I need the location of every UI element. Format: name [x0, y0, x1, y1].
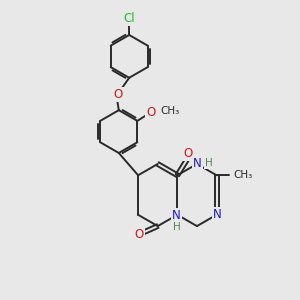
Text: H: H — [173, 222, 181, 232]
Text: O: O — [113, 88, 122, 100]
Text: N: N — [193, 157, 202, 170]
Text: N: N — [172, 209, 181, 222]
Text: Cl: Cl — [123, 12, 135, 25]
Text: N: N — [213, 208, 221, 221]
Text: CH₃: CH₃ — [160, 106, 179, 116]
Text: O: O — [183, 147, 193, 161]
Text: CH₃: CH₃ — [234, 170, 253, 180]
Text: O: O — [134, 228, 144, 241]
Text: O: O — [146, 106, 155, 119]
Text: H: H — [205, 158, 213, 168]
